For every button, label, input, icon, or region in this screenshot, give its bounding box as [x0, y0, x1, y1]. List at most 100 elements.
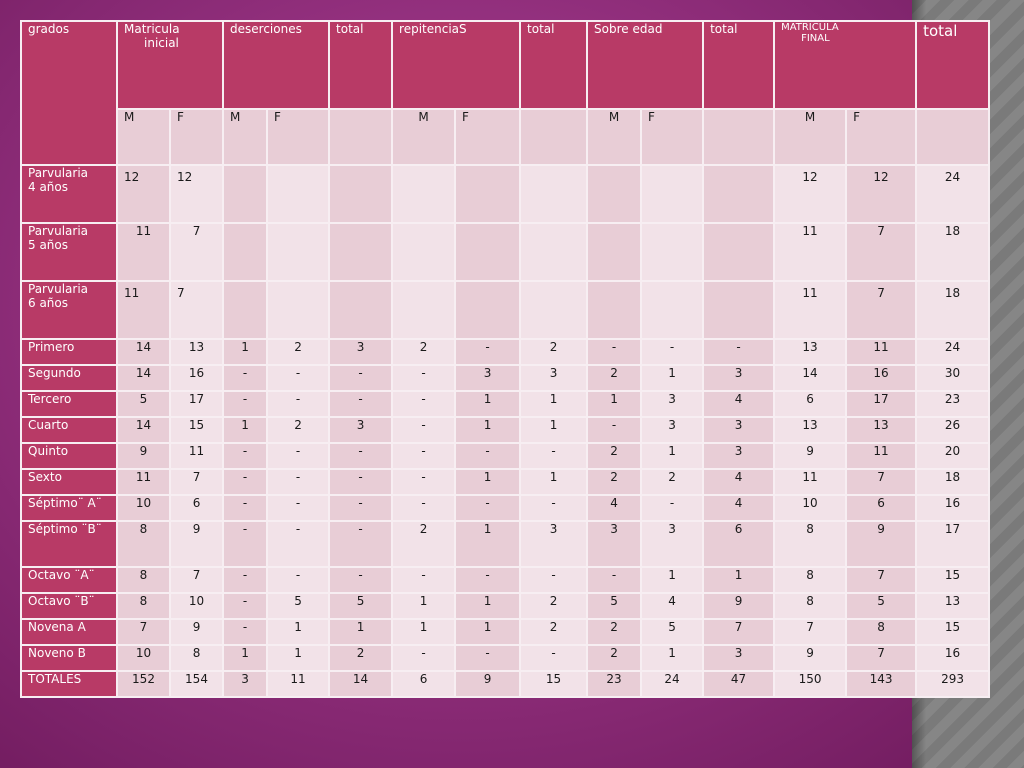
table-cell [586, 280, 643, 340]
table-cell: 7 [116, 618, 171, 646]
table-cell: 11 [773, 222, 848, 282]
subheader-cell: M [391, 108, 457, 166]
row-label: Octavo ¨B¨ [20, 592, 118, 620]
table-cell: 12 [845, 164, 918, 224]
table-cell: 1 [519, 416, 589, 444]
table-cell: 1 [640, 644, 705, 672]
table-cell: 2 [266, 416, 331, 444]
table-cell: 1 [391, 592, 457, 620]
subheader-cell [328, 108, 394, 166]
table-row: Séptimo¨ A¨ 10 6- - - - - -4-4 10 6 16 [20, 494, 991, 522]
table-cell [328, 222, 394, 282]
table-cell: 1 [454, 390, 522, 418]
row-label-line1: TOTALES [28, 672, 82, 686]
table-cell: 2 [586, 442, 643, 470]
table-cell: - [519, 566, 589, 594]
table-cell: 2 [328, 644, 394, 672]
table-cell: 11 [845, 442, 918, 470]
table-cell [391, 164, 457, 224]
table-cell: 2 [519, 338, 589, 366]
row-label-line2: 6 años [28, 296, 69, 310]
row-label-line1: Octavo ¨B¨ [28, 594, 95, 608]
table-cell: 26 [915, 416, 991, 444]
header-matricula-line1: Matricula [124, 22, 180, 36]
table-cell: 152 [116, 670, 171, 698]
row-label: Parvularia 6 años [20, 280, 118, 340]
table-cell [519, 164, 589, 224]
row-label: Octavo ¨A¨ [20, 566, 118, 594]
table-cell: 24 [640, 670, 705, 698]
table-cell: - [222, 442, 269, 470]
table-cell: 6 [391, 670, 457, 698]
table-cell [702, 164, 776, 224]
table-cell: - [222, 520, 269, 568]
table-cell: - [266, 520, 331, 568]
table-row: Parvularia 6 años 11 7 11 7 18 [20, 280, 991, 340]
table-cell: 2 [586, 468, 643, 496]
table-cell: 3 [702, 416, 776, 444]
table-cell [266, 222, 331, 282]
table-cell: - [328, 566, 394, 594]
table-cell: 7 [168, 280, 225, 340]
table-cell: 1 [454, 520, 522, 568]
table-cell: 8 [116, 520, 171, 568]
table-cell: - [328, 494, 394, 522]
table-cell: 1 [222, 416, 269, 444]
table-cell: - [454, 494, 522, 522]
header-total-sobre-edad: total [702, 20, 776, 110]
table-cell: 7 [168, 468, 225, 496]
table-cell [391, 280, 457, 340]
table-cell: 14 [116, 364, 171, 392]
row-label-line1: Parvularia [28, 166, 88, 180]
table-cell: 7 [168, 566, 225, 594]
table-cell: 17 [168, 390, 225, 418]
table-row: Quinto 9 11- - - - - -2 1 3 9 11 20 [20, 442, 991, 470]
subheader-cell: M [222, 108, 269, 166]
table-cell: 7 [845, 468, 918, 496]
table-cell: - [391, 364, 457, 392]
table-cell: 17 [915, 520, 991, 568]
table-cell: 18 [915, 222, 991, 282]
enrollment-table: grados Matricula inicial deserciones tota… [20, 20, 991, 698]
table-cell: 12 [168, 164, 225, 224]
table-cell: - [391, 566, 457, 594]
table-cell: - [702, 338, 776, 366]
table-cell: - [222, 618, 269, 646]
table-cell: - [266, 494, 331, 522]
table-cell: 15 [915, 566, 991, 594]
table-cell [454, 280, 522, 340]
subheader-cell: F [845, 108, 918, 166]
table-cell: 9 [773, 442, 848, 470]
row-label-line1: Segundo [28, 366, 81, 380]
table-cell: - [586, 338, 643, 366]
table-cell: 14 [116, 416, 171, 444]
table-cell: 1 [454, 416, 522, 444]
row-label-line1: Primero [28, 340, 75, 354]
table-cell [702, 280, 776, 340]
subheader-cell: F [640, 108, 705, 166]
table-cell: 9 [168, 520, 225, 568]
table-cell [640, 164, 705, 224]
subheader-cell: F [266, 108, 331, 166]
table-cell: 9 [454, 670, 522, 698]
table-cell [519, 280, 589, 340]
table-cell: 7 [845, 644, 918, 672]
table-cell: 3 [454, 364, 522, 392]
table-cell: - [222, 390, 269, 418]
table-cell: 3 [519, 520, 589, 568]
row-label-line1: Cuarto [28, 418, 69, 432]
table-cell: 8 [845, 618, 918, 646]
header-matricula-final-line2: FINAL [801, 33, 830, 44]
table-cell: 1 [454, 618, 522, 646]
table-cell: 1 [519, 468, 589, 496]
table-cell: 12 [773, 164, 848, 224]
table-cell: - [454, 566, 522, 594]
table-row: Segundo 14 16- - - -3 3 2 1 3 14 16 30 [20, 364, 991, 392]
table-cell: 10 [168, 592, 225, 620]
table-cell: 13 [915, 592, 991, 620]
table-cell: 3 [328, 416, 394, 444]
table-cell: 1 [586, 390, 643, 418]
table-cell: 3 [328, 338, 394, 366]
row-label-line1: Sexto [28, 470, 62, 484]
row-label: Cuarto [20, 416, 118, 444]
